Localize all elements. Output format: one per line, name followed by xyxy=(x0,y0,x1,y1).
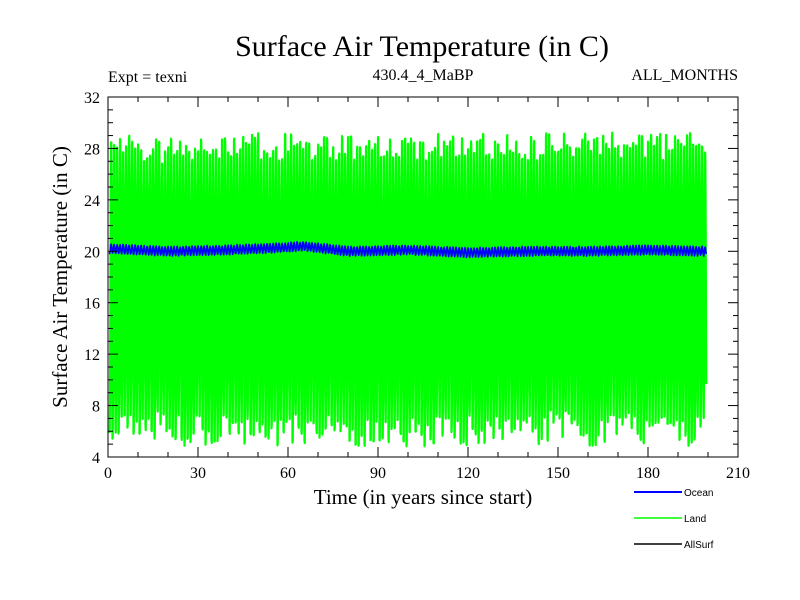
x-tick-label: 0 xyxy=(104,465,112,482)
axes: 0 30 60 90 120 150 180 210 4 8 12 16 20 24 28 32 xyxy=(84,90,750,482)
chart-title: Surface Air Temperature (in C) xyxy=(235,30,609,63)
y-tick-label: 8 xyxy=(92,399,100,416)
legend-item-ocean: Ocean xyxy=(634,488,713,499)
y-tick-label: 28 xyxy=(84,141,100,158)
y-tick-label: 20 xyxy=(84,244,100,261)
legend: Ocean Land AllSurf xyxy=(634,488,714,551)
subtitle-left: Expt = texni xyxy=(108,69,188,86)
x-tick-label: 90 xyxy=(370,465,386,482)
subtitle-right: ALL_MONTHS xyxy=(631,67,738,84)
legend-item-allsurf: AllSurf xyxy=(634,540,714,551)
legend-label: Ocean xyxy=(684,488,713,499)
y-tick-label: 32 xyxy=(84,90,100,107)
x-tick-label: 210 xyxy=(726,465,750,482)
legend-label: AllSurf xyxy=(684,540,714,551)
x-tick-label: 60 xyxy=(280,465,296,482)
y-tick-label: 24 xyxy=(84,193,100,210)
y-tick-label: 12 xyxy=(84,347,100,364)
y-tick-label: 16 xyxy=(84,296,100,313)
series-line-land xyxy=(108,131,708,448)
subtitle-center: 430.4_4_MaBP xyxy=(373,67,474,84)
legend-label: Land xyxy=(684,514,706,525)
x-axis-label: Time (in years since start) xyxy=(314,485,533,509)
x-tick-label: 120 xyxy=(456,465,480,482)
x-tick-label: 180 xyxy=(636,465,660,482)
y-axis-label: Surface Air Temperature (in C) xyxy=(48,146,72,408)
x-tick-label: 150 xyxy=(546,465,570,482)
x-tick-label: 30 xyxy=(190,465,206,482)
series-line-ocean xyxy=(108,240,708,259)
series-layer xyxy=(108,131,708,448)
y-tick-label: 4 xyxy=(92,450,100,467)
legend-item-land: Land xyxy=(634,514,706,525)
